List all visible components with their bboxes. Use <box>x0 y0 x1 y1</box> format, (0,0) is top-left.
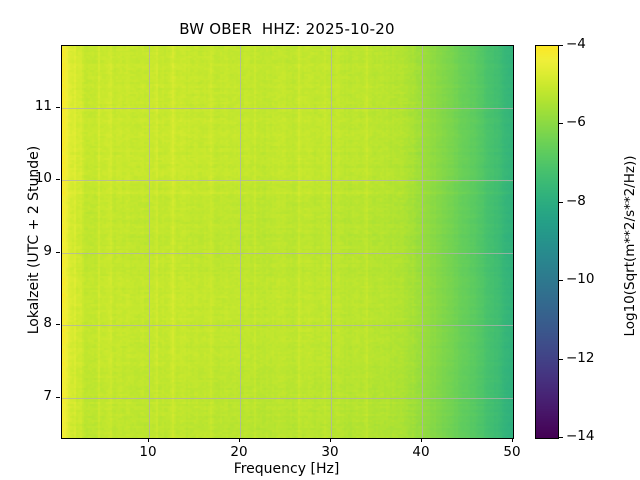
spectrogram-plot-area <box>61 45 514 439</box>
figure-title: BW OBER HHZ: 2025-10-20 <box>179 20 395 38</box>
x-tick-mark <box>239 438 240 442</box>
colorbar-tick-mark <box>559 45 563 46</box>
y-tick-mark <box>56 107 60 108</box>
x-tick-label: 30 <box>321 444 339 460</box>
y-tick-mark <box>56 397 60 398</box>
colorbar-tick-label: −8 <box>566 193 586 209</box>
colorbar-gradient <box>536 46 558 438</box>
x-axis-label: Frequency [Hz] <box>233 461 340 477</box>
colorbar-tick-mark <box>559 359 563 360</box>
spectrogram-image <box>62 46 513 438</box>
colorbar <box>535 45 559 439</box>
colorbar-tick-label: −4 <box>566 36 586 52</box>
colorbar-tick-label: −12 <box>566 350 595 366</box>
x-tick-label: 50 <box>503 444 521 460</box>
y-tick-mark <box>56 324 60 325</box>
y-axis-label: Lokalzeit (UTC + 2 Stunde) <box>26 145 42 335</box>
x-tick-mark <box>421 438 422 442</box>
x-tick-label: 10 <box>139 444 157 460</box>
y-tick-mark <box>56 252 60 253</box>
y-tick-label: 11 <box>34 98 52 114</box>
colorbar-tick-label: −6 <box>566 114 586 130</box>
y-tick-label: 9 <box>43 243 52 259</box>
x-tick-label: 20 <box>230 444 248 460</box>
colorbar-tick-mark <box>559 123 563 124</box>
y-tick-label: 10 <box>34 170 52 186</box>
y-tick-label: 7 <box>43 388 52 404</box>
colorbar-label: Log10(Sqrt(m**2/s**2/Hz)) <box>622 155 638 337</box>
gridline-vertical <box>513 46 514 438</box>
x-tick-label: 40 <box>412 444 430 460</box>
x-tick-mark <box>148 438 149 442</box>
colorbar-tick-mark <box>559 437 563 438</box>
y-tick-label: 8 <box>43 315 52 331</box>
x-tick-mark <box>512 438 513 442</box>
x-tick-mark <box>330 438 331 442</box>
y-tick-mark <box>56 179 60 180</box>
colorbar-tick-mark <box>559 280 563 281</box>
colorbar-tick-label: −10 <box>566 271 595 287</box>
colorbar-tick-mark <box>559 202 563 203</box>
colorbar-tick-label: −14 <box>566 428 595 444</box>
